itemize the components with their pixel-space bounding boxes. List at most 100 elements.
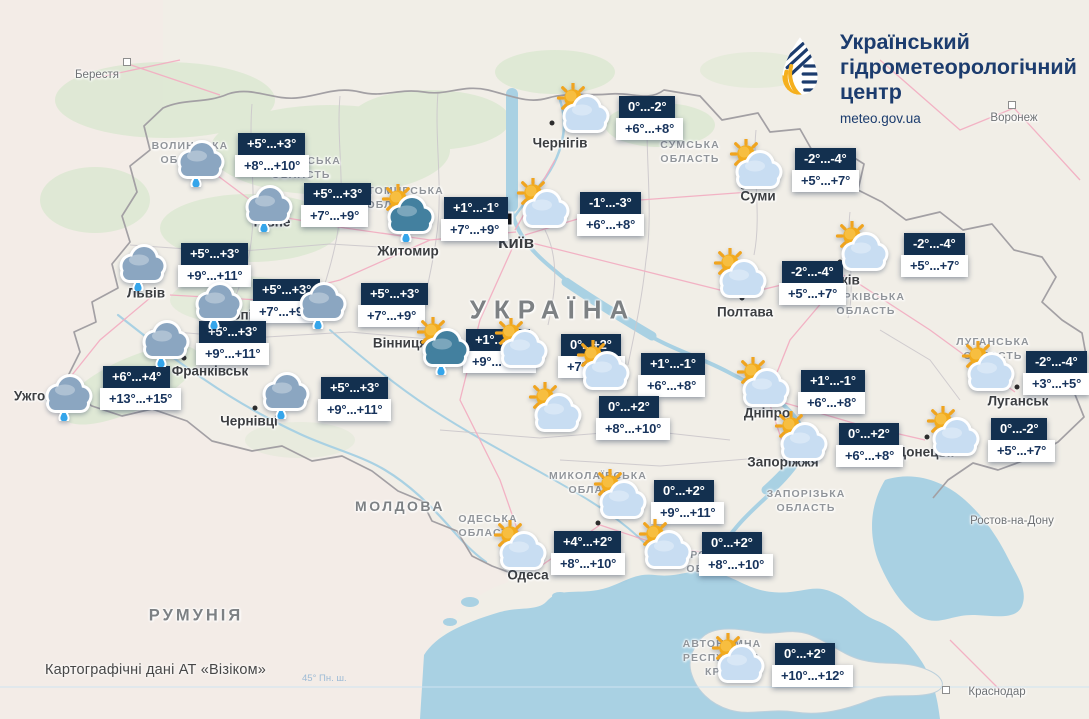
cloud-icon — [245, 185, 293, 224]
weather-icon — [299, 282, 347, 329]
night-temperature: +5°...+3° — [238, 133, 306, 155]
city-dot-marker — [252, 405, 258, 411]
cloud-icon — [499, 531, 547, 570]
cloud-icon — [719, 259, 767, 298]
cloud-icon — [582, 351, 630, 390]
cloud-icon — [299, 282, 347, 321]
cloud-icon — [599, 480, 647, 519]
night-temperature: +4°...+2° — [554, 531, 622, 553]
cloud-icon — [735, 150, 783, 189]
foreign-label: Воронеж — [990, 112, 1038, 124]
temperature-badge: +5°...+3° +7°...+9° — [301, 183, 372, 227]
temperature-badge: 0°...+2° +6°...+8° — [836, 423, 904, 467]
foreign-label: Ростов-на-Дону — [970, 515, 1054, 527]
temperature-badge: -2°...-4° +3°...+5° — [1023, 351, 1089, 395]
city-label: Вінниця — [372, 335, 428, 351]
temperature-badge: +1°...-1° +6°...+8° — [798, 370, 866, 414]
day-temperature: +6°...+8° — [577, 214, 645, 236]
cloud-icon — [45, 374, 93, 413]
cloud-icon — [522, 189, 570, 228]
raindrop-icon — [155, 351, 167, 367]
cloud-icon — [534, 393, 582, 432]
night-temperature: +1°...-1° — [801, 370, 865, 392]
cloud-icon — [422, 328, 470, 367]
night-temperature: +5°...+3° — [304, 183, 372, 205]
night-temperature: +6°...+4° — [103, 366, 171, 388]
weather-icon — [961, 341, 1015, 391]
night-temperature: -2°...-4° — [904, 233, 965, 255]
weather-icon — [195, 282, 243, 329]
temperature-badge: +5°...+3° +9°...+11° — [318, 377, 392, 421]
region-label: ЗАПОРІЗЬКА ОБЛАСТЬ — [766, 488, 846, 514]
raindrop-icon — [275, 403, 287, 419]
cloud-icon — [262, 372, 310, 411]
day-temperature: +13°...+15° — [100, 388, 182, 410]
town-marker — [1008, 101, 1016, 109]
night-temperature: -2°...-4° — [1026, 351, 1087, 373]
logo-title-line3: центр — [840, 80, 902, 105]
night-temperature: +1°...-1° — [641, 353, 705, 375]
raindrop-icon — [400, 226, 412, 242]
city-label: Суми — [740, 188, 776, 204]
temperature-badge: +6°...+4° +13°...+15° — [100, 366, 182, 410]
day-temperature: +9°...+11° — [651, 502, 725, 524]
raindrop-icon — [258, 216, 270, 232]
temperature-badge: +1°...-1° +7°...+9° — [441, 197, 509, 241]
day-temperature: +8°...+10° — [699, 554, 774, 576]
temperature-badge: -2°...-4° +5°...+7° — [779, 261, 847, 305]
town-marker — [942, 686, 950, 694]
day-temperature: +6°...+8° — [798, 392, 866, 414]
cloud-icon — [177, 140, 225, 179]
day-temperature: +6°...+8° — [638, 375, 706, 397]
raindrop-icon — [132, 275, 144, 291]
cloud-icon — [841, 232, 889, 271]
day-temperature: +7°...+9° — [358, 305, 426, 327]
day-temperature: +5°...+7° — [792, 170, 860, 192]
coastal-lakes — [443, 592, 568, 626]
night-temperature: -2°...-4° — [795, 148, 856, 170]
weather-icon — [177, 140, 225, 187]
region-label: ХАРКІВСЬКА ОБЛАСТЬ — [826, 291, 906, 317]
weather-icon — [556, 83, 610, 133]
weather-icon — [245, 185, 293, 232]
city-dot-marker — [924, 434, 930, 440]
weather-icon — [638, 519, 692, 569]
day-temperature: +6°...+8° — [836, 445, 904, 467]
raindrop-icon — [312, 313, 324, 329]
temperature-badge: -1°...-3° +6°...+8° — [577, 192, 645, 236]
night-temperature: 0°...+2° — [839, 423, 899, 445]
cloud-icon — [500, 329, 548, 368]
day-temperature: +5°...+7° — [901, 255, 969, 277]
night-temperature: 0°...-2° — [619, 96, 676, 118]
temperature-badge: +5°...+3° +8°...+10° — [235, 133, 310, 177]
night-temperature: -2°...-4° — [782, 261, 843, 283]
day-temperature: +8°...+10° — [235, 155, 310, 177]
cloud-icon — [717, 644, 765, 683]
foreign-label: Берестя — [75, 69, 119, 81]
day-temperature: +7°...+9° — [301, 205, 369, 227]
town-marker — [123, 58, 131, 66]
city-label: Полтава — [717, 304, 773, 320]
cloud-icon — [644, 530, 692, 569]
azov-sea — [872, 476, 1024, 621]
latitude-label: 45° Пн. ш. — [302, 673, 347, 684]
weather-icon — [493, 520, 547, 570]
weather-icon — [528, 382, 582, 432]
sun-icon — [416, 317, 450, 349]
temperature-badge: -2°...-4° +5°...+7° — [901, 233, 969, 277]
city-label: Житомир — [377, 243, 439, 259]
raindrop-icon — [58, 405, 70, 421]
city-label: Франківськ — [171, 363, 249, 379]
night-temperature: +5°...+3° — [181, 243, 249, 265]
cloud-icon — [119, 244, 167, 283]
weather-icon — [729, 139, 783, 189]
city-label: Луганськ — [987, 393, 1049, 409]
weather-icon — [381, 184, 435, 242]
weather-icon — [713, 248, 767, 298]
weather-icon — [142, 320, 190, 367]
night-temperature: +1°...-1° — [444, 197, 508, 219]
night-temperature: +5°...+3° — [321, 377, 389, 399]
temperature-badge: 0°...+2° +10°...+12° — [772, 643, 854, 687]
